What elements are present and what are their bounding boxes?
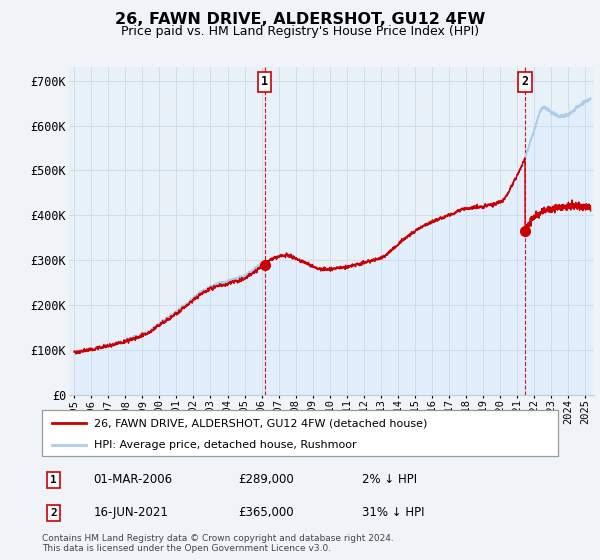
Text: 01-MAR-2006: 01-MAR-2006 bbox=[94, 473, 173, 486]
Text: 2% ↓ HPI: 2% ↓ HPI bbox=[362, 473, 417, 486]
Text: £365,000: £365,000 bbox=[238, 506, 294, 519]
Text: 2: 2 bbox=[50, 508, 57, 517]
Text: 16-JUN-2021: 16-JUN-2021 bbox=[94, 506, 169, 519]
Text: 31% ↓ HPI: 31% ↓ HPI bbox=[362, 506, 424, 519]
Text: 26, FAWN DRIVE, ALDERSHOT, GU12 4FW (detached house): 26, FAWN DRIVE, ALDERSHOT, GU12 4FW (det… bbox=[94, 418, 427, 428]
Text: 26, FAWN DRIVE, ALDERSHOT, GU12 4FW: 26, FAWN DRIVE, ALDERSHOT, GU12 4FW bbox=[115, 12, 485, 27]
Text: Contains HM Land Registry data © Crown copyright and database right 2024.
This d: Contains HM Land Registry data © Crown c… bbox=[42, 534, 394, 553]
Text: 2: 2 bbox=[521, 76, 529, 88]
Text: HPI: Average price, detached house, Rushmoor: HPI: Average price, detached house, Rush… bbox=[94, 440, 356, 450]
Text: 1: 1 bbox=[261, 76, 268, 88]
Text: Price paid vs. HM Land Registry's House Price Index (HPI): Price paid vs. HM Land Registry's House … bbox=[121, 25, 479, 38]
Text: £289,000: £289,000 bbox=[238, 473, 294, 486]
Text: 1: 1 bbox=[50, 475, 57, 484]
